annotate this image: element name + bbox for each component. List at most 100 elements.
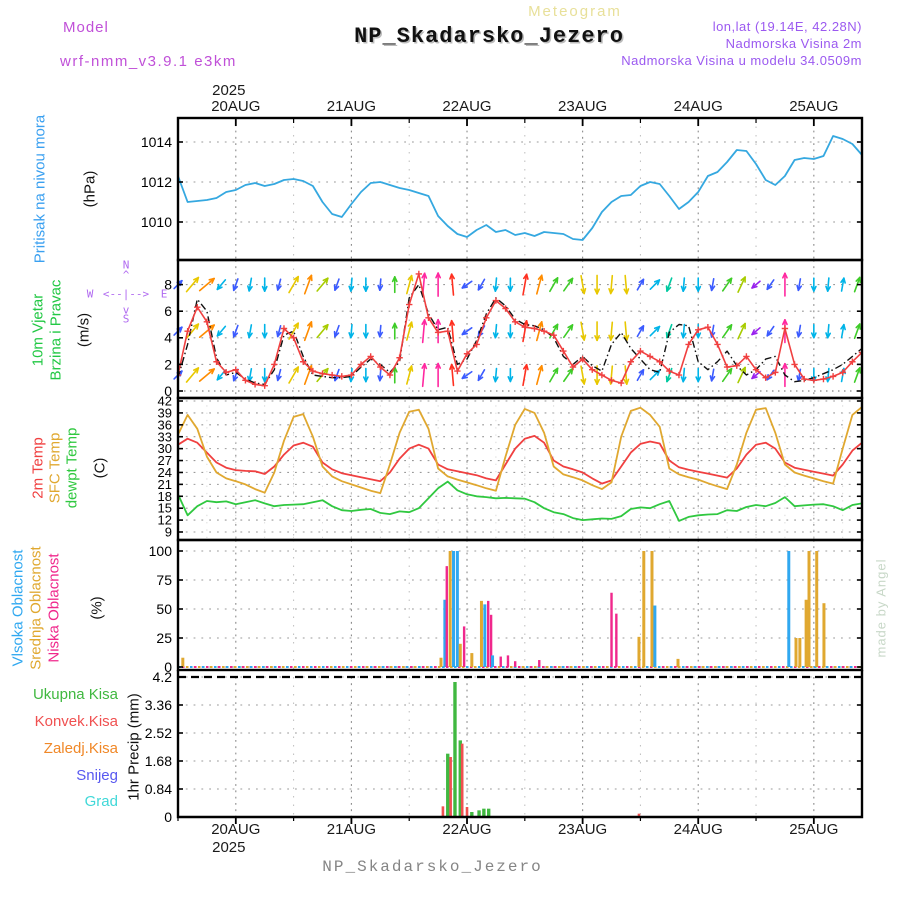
wind-arrow [649, 279, 661, 290]
wind-arrow [288, 322, 299, 340]
compass-up-arrow: ^ [122, 268, 130, 282]
wind-arrow [766, 325, 775, 337]
wind-arrow [492, 367, 499, 383]
wind-arrow [232, 324, 239, 338]
tick-label: 6 [164, 303, 172, 319]
bottom-day-label: 25AUG [789, 821, 838, 838]
wind-arrow [636, 325, 645, 338]
wind-speed-markers [178, 270, 862, 389]
wind-arrow [276, 325, 282, 338]
tick-label: 21 [158, 477, 172, 492]
tick-label: 25 [156, 630, 172, 646]
wind-arrow [636, 369, 645, 382]
wind-arrow [333, 324, 340, 338]
wind-arrow [435, 272, 442, 297]
wind-arrow [535, 274, 544, 295]
precip-legend-frozen: Zaledj.Kisa [43, 740, 118, 757]
wind-arrow [594, 274, 600, 295]
model-elevation-text: Nadmorska Visina u modelu 34.0509m [621, 53, 862, 68]
top-day-label: 21AUG [327, 98, 376, 115]
wind-arrow [594, 321, 600, 342]
wind-arrow [721, 277, 733, 292]
wind-arrow [549, 367, 559, 383]
compass-horizontal-arrow: <--|--> [102, 287, 150, 301]
wind-arrow [766, 279, 775, 291]
wind-arrow [421, 362, 428, 388]
wind-arrow [362, 323, 369, 339]
wind-arrow [449, 363, 455, 387]
wind-arrow [680, 367, 687, 383]
wind-arrow [449, 273, 455, 296]
wind-arrow [435, 362, 442, 388]
wind-arrow [185, 367, 200, 383]
wind-arrow [406, 274, 414, 295]
wind-arrow [737, 276, 746, 293]
tick-label: 39 [158, 405, 172, 420]
tick-label: 33 [158, 429, 172, 444]
wind-arrow [840, 323, 846, 339]
tick-label: 18 [158, 489, 172, 504]
wind-arrow [563, 324, 574, 339]
wind-arrow [636, 278, 645, 291]
tick-label: 1010 [141, 214, 172, 230]
wind-arrow [649, 325, 661, 337]
tick-label: 9 [165, 525, 172, 540]
page-title: NP_Skadarsko_Jezero [354, 24, 624, 49]
elevation-text: Nadmorska Visina 2m [725, 36, 862, 51]
tick-label: 24 [158, 465, 172, 480]
wind-arrow [406, 365, 414, 385]
wind-arrow [362, 367, 369, 383]
panel-border [176, 396, 864, 542]
wind-arrow [198, 368, 215, 382]
wind-arrow [522, 363, 529, 387]
tick-label: 42 [158, 394, 172, 409]
compass-east: E [160, 287, 168, 301]
tick-label: 1014 [141, 134, 172, 150]
wind-arrow [623, 321, 630, 342]
wind-arrow [333, 278, 340, 291]
wind-arrow [461, 280, 473, 289]
wind-arrow [782, 272, 788, 297]
tick-label: 0 [164, 659, 172, 675]
wind-arrow [288, 366, 299, 384]
compass-west: W [86, 287, 94, 301]
precip-legend-total: Ukupna Kisa [32, 686, 118, 703]
wind-arrow [665, 277, 673, 292]
compass-down-arrow: v [122, 303, 130, 317]
wind-arrow [185, 323, 200, 339]
wind-arrow [737, 322, 746, 340]
wind-arrow [853, 323, 862, 340]
bottom-day-label: 24AUG [674, 821, 723, 838]
wind-arrow [580, 321, 587, 341]
tick-label: 15 [158, 501, 172, 516]
wind-arrow [461, 370, 473, 380]
wind-arrow [261, 323, 268, 339]
wind-arrow [709, 368, 716, 382]
wind-arrow [737, 366, 746, 384]
wind-arrow [303, 274, 313, 295]
wind-arrow [810, 323, 817, 339]
wind-arrow [288, 275, 299, 294]
wind-arrow [695, 367, 702, 383]
wind-arrow [316, 323, 329, 339]
top-day-label: 20AUG [211, 98, 260, 115]
wind-arrow [198, 277, 215, 292]
wind-arrow [391, 276, 398, 294]
wind-arrow [721, 367, 733, 383]
tick-label: 1.68 [145, 753, 172, 769]
bottom-day-label: 23AUG [558, 821, 607, 838]
wind-arrow [580, 365, 587, 385]
bottom-day-label: 20AUG [211, 821, 260, 838]
wind-arrow [680, 323, 687, 339]
wind-arrow [477, 369, 486, 382]
top-day-label: 23AUG [558, 98, 607, 115]
wind-arrow [680, 277, 687, 292]
wind-arrow [362, 277, 369, 292]
wind-arrow [840, 277, 846, 292]
lonlat-text: lon,lat (19.14E, 42.28N) [712, 19, 862, 34]
tick-label: 75 [156, 572, 172, 588]
wind-arrow [751, 327, 761, 336]
footer-title: NP_Skadarsko_Jezero [322, 858, 543, 876]
wind-arrow [247, 367, 253, 383]
